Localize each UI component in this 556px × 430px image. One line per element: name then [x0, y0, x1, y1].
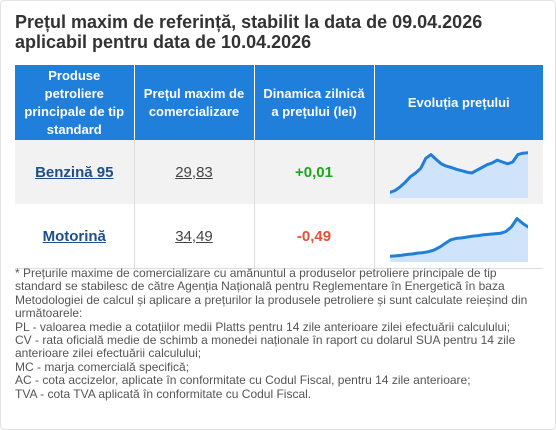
- table-row: Benzină 95 29,83 +0,01: [15, 140, 543, 204]
- title-line-2: aplicabil pentru data de 10.04.2026: [15, 32, 312, 52]
- footnote-mc: MC - marja comercială specifică;: [15, 359, 190, 374]
- footnote-pl: PL - valoarea medie a cotațiilor medii P…: [15, 319, 511, 334]
- change-value: +0,01: [295, 163, 333, 181]
- footnote-intro: * Prețurile maxime de comercializare cu …: [15, 266, 528, 321]
- product-link-motorina[interactable]: Motorină: [42, 227, 106, 245]
- header-product: Produse petroliere principale de tip sta…: [15, 65, 135, 140]
- header-daily-change: Dinamica zilnică a prețului (lei): [254, 65, 375, 140]
- header-max-price: Prețul maxim de comercializare: [134, 65, 255, 140]
- table-header-row: Produse petroliere principale de tip sta…: [15, 65, 543, 140]
- product-link-benzina-95[interactable]: Benzină 95: [35, 163, 114, 181]
- footnotes: * Prețurile maxime de comercializare cu …: [15, 266, 543, 401]
- footnote-ac: AC - cota accizelor, aplicate în conform…: [15, 373, 471, 388]
- footnote-tva: TVA - cota TVA aplicată în conformitate …: [15, 386, 312, 401]
- sparkline-chart: [389, 217, 528, 262]
- header-price-evolution: Evoluția prețului: [374, 65, 543, 140]
- footnote-cv: CV - rata oficială medie de schimb a mon…: [15, 333, 516, 361]
- sparkline-area: [389, 218, 528, 262]
- widget-title: Prețul maxim de referință, stabilit la d…: [15, 12, 545, 52]
- change-value: -0,49: [296, 227, 332, 245]
- price-link-motorina[interactable]: 34,49: [175, 227, 213, 245]
- price-link-benzina-95[interactable]: 29,83: [175, 163, 213, 181]
- title-line-1: Prețul maxim de referință, stabilit la d…: [15, 12, 483, 32]
- price-table: Produse petroliere principale de tip sta…: [15, 65, 543, 269]
- sparkline-line: [389, 217, 528, 258]
- table-row: Motorină 34,49 -0,49: [15, 204, 543, 269]
- sparkline-chart: [389, 151, 528, 198]
- sparkline-line: [389, 151, 528, 194]
